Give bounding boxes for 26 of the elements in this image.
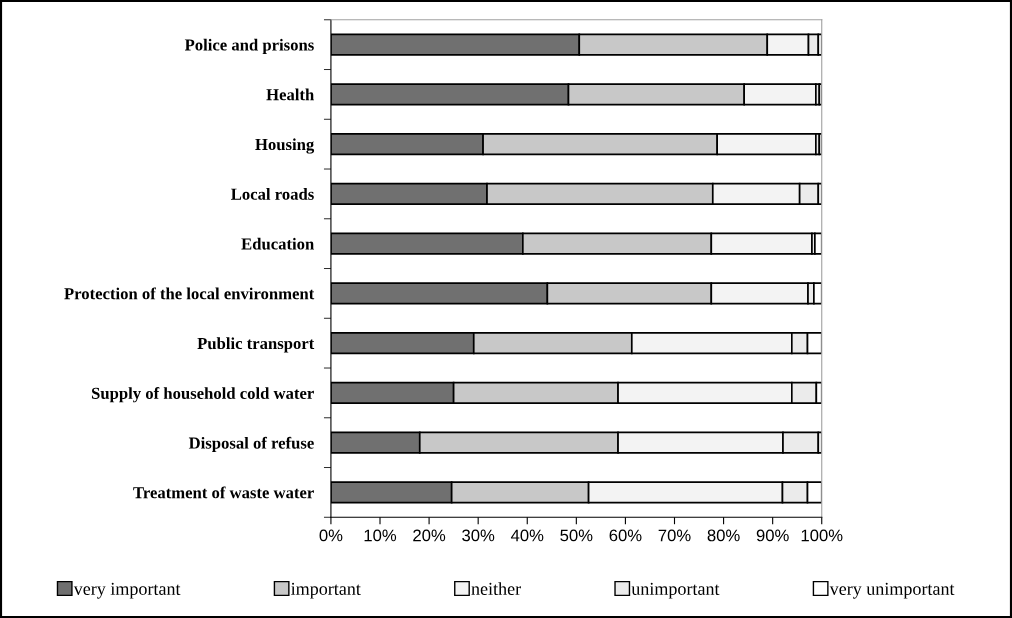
y-tick-label: Supply of household cold water: [91, 387, 314, 403]
x-tick-label: 70%: [658, 529, 691, 542]
x-tick-label: 50%: [560, 529, 593, 542]
legend-label: unimportant: [631, 582, 720, 599]
legend-label: very unimportant: [829, 582, 955, 599]
legend-label: neither: [471, 582, 521, 595]
x-tick-label: 80%: [707, 529, 740, 542]
y-tick-label: Disposal of refuse: [188, 436, 314, 453]
y-tick-label: Public transport: [197, 337, 315, 353]
y-tick-label: Local roads: [231, 188, 314, 200]
x-tick-label: 90%: [756, 529, 789, 542]
x-tick-label: 10%: [364, 529, 397, 542]
y-tick-label: Treatment of waste water: [133, 486, 314, 499]
y-tick-label: Police and prisons: [184, 38, 314, 54]
legend-label: very important: [73, 582, 181, 599]
x-tick-label: 20%: [413, 529, 446, 542]
x-tick-label: 40%: [510, 529, 544, 542]
x-tick-label: 0%: [319, 529, 343, 542]
legend-label: important: [291, 582, 361, 599]
y-tick-label: Protection of the local environment: [64, 287, 315, 300]
x-tick-label: 30%: [462, 529, 495, 542]
y-tick-label: Housing: [255, 138, 315, 154]
y-tick-label: Education: [241, 237, 315, 250]
x-tick-label: 100%: [801, 529, 843, 542]
x-tick-label: 60%: [609, 529, 642, 542]
y-tick-label: Health: [266, 88, 315, 101]
